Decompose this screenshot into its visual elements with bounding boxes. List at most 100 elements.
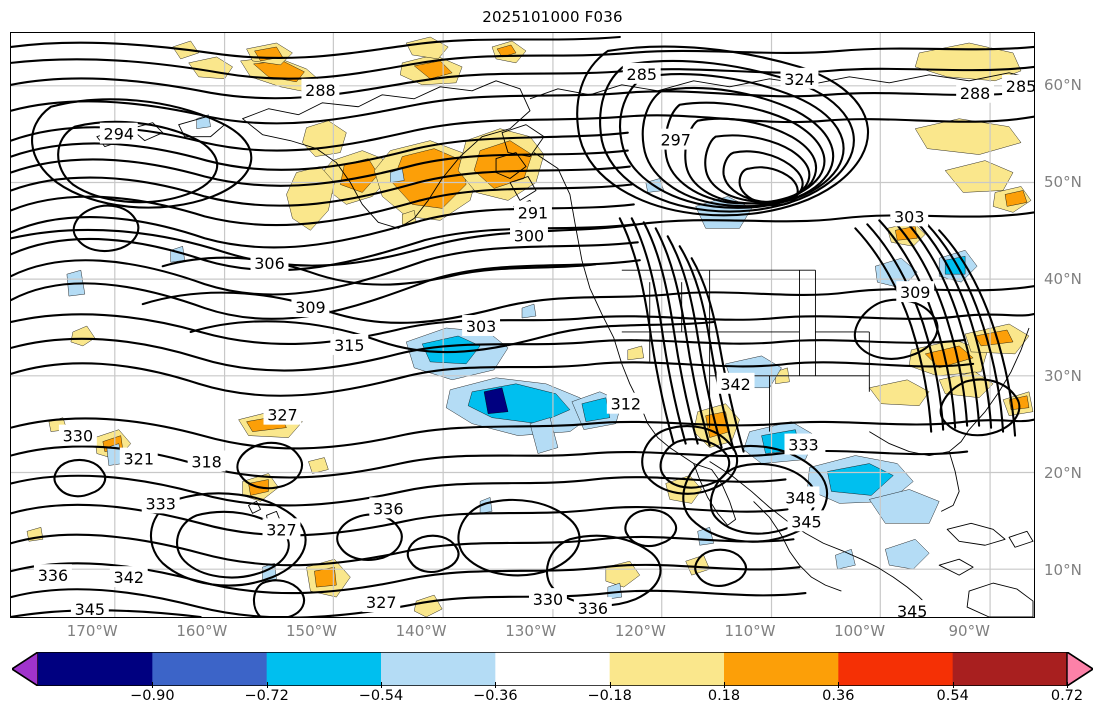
colorbar-tick <box>609 682 611 688</box>
longitude-tick-label: 90°W <box>948 622 990 640</box>
contour-label: 345 <box>893 600 932 617</box>
contour-label: 297 <box>656 128 695 150</box>
page-title: 2025101000 F036 <box>482 8 623 26</box>
colorbar-tick-label: −0.36 <box>473 688 518 704</box>
svg-text:321: 321 <box>124 450 154 469</box>
svg-text:330: 330 <box>63 427 93 446</box>
contour-label: 327 <box>362 591 401 612</box>
svg-text:306: 306 <box>254 254 284 273</box>
svg-text:324: 324 <box>784 70 814 89</box>
longitude-tick-label: 110°W <box>724 622 776 640</box>
contour-label: 324 <box>780 67 819 89</box>
svg-text:288: 288 <box>305 81 335 100</box>
svg-text:336: 336 <box>373 499 403 518</box>
contour-label: 291 <box>514 201 552 222</box>
colorbar-tick <box>724 682 725 688</box>
svg-text:288: 288 <box>960 84 990 103</box>
colorbar-band <box>952 652 1068 686</box>
contour-label: 312 <box>606 392 645 414</box>
svg-text:285: 285 <box>627 65 657 84</box>
svg-text:342: 342 <box>720 375 750 394</box>
contour-label: 318 <box>187 450 226 472</box>
map-canvas: 288 288 285 285 294 297 291 303 300 306 309 303 309 3… <box>11 33 1034 617</box>
colorbar-band <box>266 652 382 686</box>
svg-text:312: 312 <box>611 395 641 414</box>
contour-label: 303 <box>462 315 501 336</box>
latitude-tick-label: 40°N <box>1044 269 1082 288</box>
svg-text:291: 291 <box>518 203 548 222</box>
colorbar-band-under <box>12 652 39 686</box>
colorbar-band <box>152 652 268 686</box>
colorbar-band-over <box>1066 652 1093 686</box>
svg-text:336: 336 <box>38 566 68 585</box>
colorbar-tick <box>381 682 382 688</box>
contour-label: 303 <box>890 205 929 226</box>
contour-label: 336 <box>33 564 72 585</box>
colorbar-tick <box>838 682 840 688</box>
contour-label: 285 <box>1002 74 1034 96</box>
colorbar-tick <box>1067 682 1068 688</box>
contour-label: 345 <box>70 598 109 617</box>
colorbar-tick-label: −0.90 <box>130 688 175 704</box>
longitude-tick-label: 140°W <box>395 622 447 640</box>
longitude-tick-label: 120°W <box>614 622 666 640</box>
contour-label: 327 <box>263 403 302 425</box>
svg-text:300: 300 <box>514 226 544 245</box>
svg-text:315: 315 <box>334 336 364 355</box>
colorbar-tick-label: 0.54 <box>936 688 969 704</box>
colorbar-tick <box>495 682 497 688</box>
svg-text:327: 327 <box>266 520 296 539</box>
svg-text:348: 348 <box>785 488 815 507</box>
svg-text:303: 303 <box>466 317 496 336</box>
contour-label: 294 <box>99 122 138 144</box>
colorbar[interactable] <box>12 652 1093 686</box>
latitude-tick-label: 60°N <box>1044 76 1082 95</box>
colorbar-band <box>609 652 725 686</box>
svg-text:327: 327 <box>267 406 297 425</box>
contour-label: 306 <box>250 252 289 273</box>
colorbar-band <box>724 652 839 686</box>
colorbar-tick-label: 0.72 <box>1050 688 1084 704</box>
colorbar-tick-label: −0.72 <box>244 688 289 704</box>
contour-label: 285 <box>622 62 661 84</box>
contour-label: 315 <box>330 333 369 355</box>
contour-label: 348 <box>781 486 820 507</box>
contour-label: 327 <box>262 518 301 539</box>
svg-text:345: 345 <box>897 602 927 617</box>
longitude-tick-label: 100°W <box>834 622 886 640</box>
colorbar-tick-label: −0.54 <box>358 688 404 704</box>
svg-text:336: 336 <box>578 599 608 617</box>
contour-label: 333 <box>784 433 823 455</box>
contour-label: 336 <box>573 597 612 617</box>
latitude-tick-label: 10°N <box>1044 560 1082 579</box>
longitude-tick-label: 160°W <box>176 622 228 640</box>
colorbar-tick <box>152 682 154 688</box>
svg-text:318: 318 <box>191 453 221 472</box>
colorbar-band <box>38 652 153 686</box>
latitude-tick-label: 30°N <box>1044 366 1082 385</box>
colorbar-band <box>838 652 954 686</box>
contour-label: 342 <box>109 566 148 587</box>
contour-label: 336 <box>369 497 408 518</box>
contour-label: 345 <box>787 510 826 531</box>
longitude-tick-label: 150°W <box>285 622 337 640</box>
contour-label: 288 <box>956 81 995 103</box>
contour-label: 321 <box>119 447 158 469</box>
svg-text:333: 333 <box>788 436 818 455</box>
longitude-tick-label: 130°W <box>505 622 557 640</box>
svg-text:285: 285 <box>1006 77 1034 96</box>
colorbar-band <box>381 652 496 686</box>
colorbar-tick <box>266 682 268 688</box>
colorbar-tick-label: 0.36 <box>822 688 855 704</box>
svg-text:342: 342 <box>114 568 144 587</box>
contour-label: 330 <box>58 424 97 446</box>
svg-text:333: 333 <box>145 494 175 513</box>
contour-label: 309 <box>896 281 935 302</box>
contour-label: 288 <box>301 78 340 100</box>
contour-label-layer: 288 288 285 285 294 297 291 303 300 306 309 303 309 3… <box>33 62 1034 617</box>
longitude-tick-label: 170°W <box>66 622 118 640</box>
colorbar-band <box>495 652 611 686</box>
colorbar-canvas <box>12 652 1093 686</box>
latitude-tick-label: 20°N <box>1044 463 1082 482</box>
svg-text:309: 309 <box>295 298 325 317</box>
